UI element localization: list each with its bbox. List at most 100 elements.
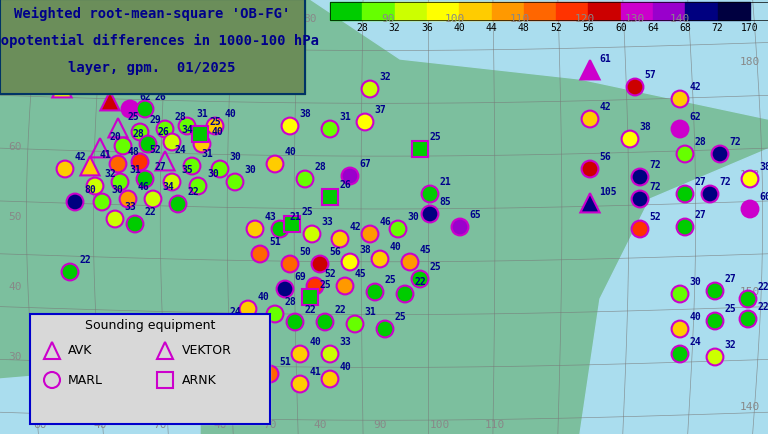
Text: 60: 60	[760, 192, 768, 202]
Text: 67: 67	[359, 159, 372, 169]
Text: 27: 27	[154, 162, 167, 172]
Text: 46: 46	[137, 182, 149, 192]
Circle shape	[631, 221, 648, 238]
Text: 110: 110	[485, 419, 505, 429]
Circle shape	[707, 349, 723, 365]
Polygon shape	[52, 79, 71, 98]
Circle shape	[282, 256, 299, 273]
Circle shape	[157, 122, 174, 138]
Circle shape	[740, 311, 756, 328]
Text: VEKTOR: VEKTOR	[182, 344, 232, 357]
Text: 25: 25	[429, 132, 442, 142]
Text: 100: 100	[430, 419, 450, 429]
Circle shape	[207, 118, 223, 135]
Text: 22: 22	[187, 187, 200, 197]
Bar	[362, 3, 395, 21]
Circle shape	[677, 146, 694, 163]
Text: 178: 178	[740, 170, 760, 180]
Text: 120: 120	[575, 14, 595, 24]
Text: 42: 42	[349, 222, 362, 232]
Text: 40: 40	[313, 419, 326, 429]
Circle shape	[292, 376, 309, 392]
Circle shape	[107, 211, 124, 228]
Text: 90: 90	[381, 14, 395, 24]
Text: 56: 56	[600, 152, 611, 162]
Text: 32: 32	[104, 169, 116, 179]
Circle shape	[412, 271, 429, 288]
Text: 42: 42	[600, 102, 611, 112]
Text: 105: 105	[600, 187, 617, 197]
Text: 34: 34	[181, 125, 194, 135]
Circle shape	[137, 102, 154, 118]
Bar	[588, 3, 621, 21]
Text: 52: 52	[551, 23, 562, 33]
Circle shape	[179, 118, 195, 135]
Polygon shape	[101, 92, 120, 111]
Circle shape	[742, 201, 758, 218]
Circle shape	[422, 186, 439, 203]
Circle shape	[292, 346, 309, 362]
Circle shape	[131, 124, 148, 141]
Text: 57: 57	[644, 70, 657, 80]
Bar	[492, 3, 524, 21]
Text: 25: 25	[724, 304, 737, 314]
Circle shape	[362, 82, 379, 98]
Circle shape	[114, 138, 131, 155]
Text: 40: 40	[389, 242, 402, 252]
Circle shape	[671, 286, 688, 302]
Text: 43: 43	[265, 212, 276, 222]
Bar	[191, 126, 208, 143]
Text: 25: 25	[429, 262, 442, 272]
Text: 40: 40	[453, 23, 465, 33]
Text: 33: 33	[322, 217, 333, 227]
Text: 38: 38	[300, 109, 311, 119]
Bar	[330, 3, 362, 21]
Circle shape	[164, 174, 180, 191]
Bar	[0, 0, 305, 95]
Text: 36: 36	[421, 23, 433, 33]
Circle shape	[87, 178, 104, 195]
Text: 70: 70	[263, 419, 276, 429]
Circle shape	[266, 306, 283, 322]
Text: 42: 42	[690, 82, 701, 92]
Text: 40: 40	[285, 147, 296, 157]
Text: 31: 31	[130, 165, 141, 175]
Text: 62: 62	[140, 92, 151, 102]
Text: 61: 61	[600, 54, 611, 64]
Text: 22: 22	[335, 305, 346, 315]
Text: 72: 72	[730, 137, 741, 147]
Circle shape	[452, 219, 468, 236]
Circle shape	[276, 281, 293, 298]
Text: 65: 65	[469, 210, 482, 220]
Bar	[302, 289, 319, 306]
Circle shape	[631, 169, 648, 186]
Text: 70: 70	[8, 77, 22, 87]
Text: 80: 80	[303, 14, 316, 24]
Text: 21: 21	[439, 177, 452, 187]
Text: 60: 60	[615, 23, 627, 33]
Circle shape	[581, 161, 598, 178]
Circle shape	[376, 321, 393, 338]
Circle shape	[306, 278, 323, 295]
Text: 24: 24	[690, 337, 701, 347]
Circle shape	[316, 314, 333, 331]
Text: 40: 40	[214, 419, 227, 429]
Text: 27: 27	[694, 177, 707, 187]
Bar	[685, 3, 717, 21]
Circle shape	[94, 194, 111, 211]
Circle shape	[120, 191, 137, 208]
Circle shape	[671, 346, 688, 362]
Text: 51: 51	[280, 357, 291, 367]
Text: 30: 30	[244, 165, 257, 175]
Text: Weighted root-mean-square 'OB-FG': Weighted root-mean-square 'OB-FG'	[14, 7, 290, 21]
Circle shape	[127, 216, 144, 233]
Circle shape	[140, 136, 157, 153]
Bar	[653, 3, 685, 21]
Circle shape	[422, 206, 439, 223]
Circle shape	[322, 346, 339, 362]
Circle shape	[740, 291, 756, 308]
Circle shape	[712, 146, 728, 163]
Text: 35: 35	[181, 165, 194, 175]
Text: 27: 27	[724, 274, 737, 284]
Text: 36: 36	[260, 332, 271, 342]
